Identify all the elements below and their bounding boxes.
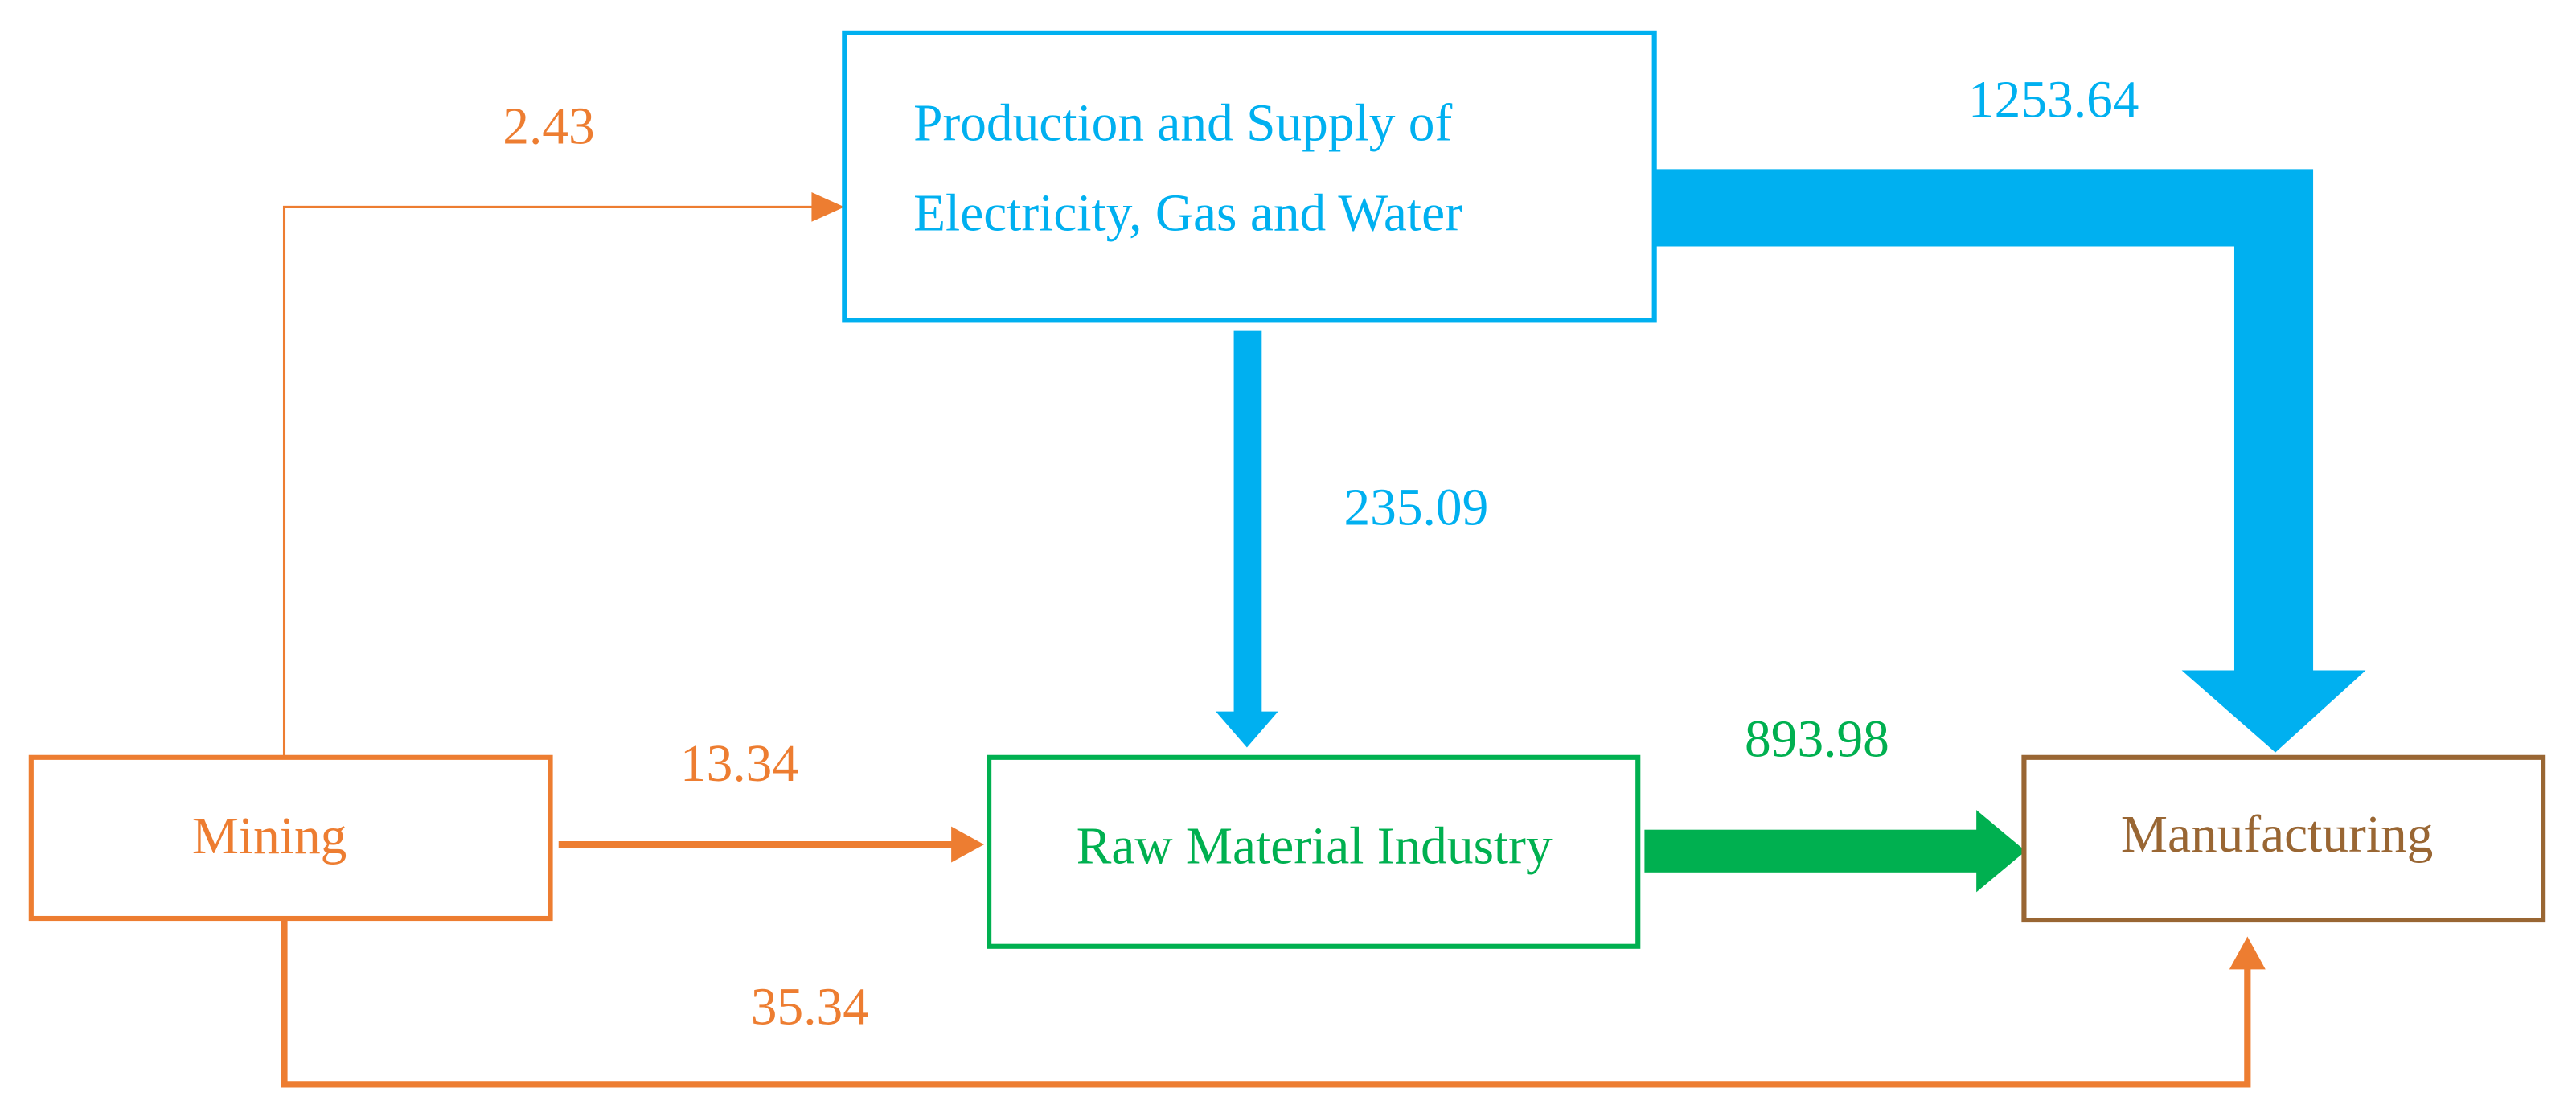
edge-label: 235.09 (1343, 479, 1488, 536)
node-box (987, 754, 1641, 949)
arrow-head (2229, 936, 2266, 970)
node-label: Production and Supply of (913, 94, 1452, 152)
arrow-head (1976, 810, 2026, 893)
arrow-head (1216, 711, 1278, 748)
edge-label: 893.98 (1745, 710, 1889, 768)
flow-arrow (1233, 330, 1262, 713)
node-box (842, 30, 1657, 323)
node-label: Electricity, Gas and Water (913, 185, 1462, 243)
edge-label: 1253.64 (1968, 72, 2139, 129)
arrow-head (951, 826, 984, 863)
flow-arrow (1644, 829, 1979, 873)
arrow-head (811, 192, 845, 222)
node-label: Raw Material Industry (1077, 817, 1553, 875)
flow-arrow (1654, 169, 2366, 753)
node-label: Manufacturing (2121, 806, 2434, 864)
edge-label: 13.34 (680, 735, 798, 793)
flow-arrow (281, 918, 2251, 1088)
node-box (2021, 754, 2546, 923)
node-label: Mining (192, 807, 347, 865)
flow-arrow (282, 205, 817, 758)
edge-label: 35.34 (751, 978, 869, 1036)
edge-label: 2.43 (502, 97, 594, 155)
node-box (28, 754, 553, 922)
